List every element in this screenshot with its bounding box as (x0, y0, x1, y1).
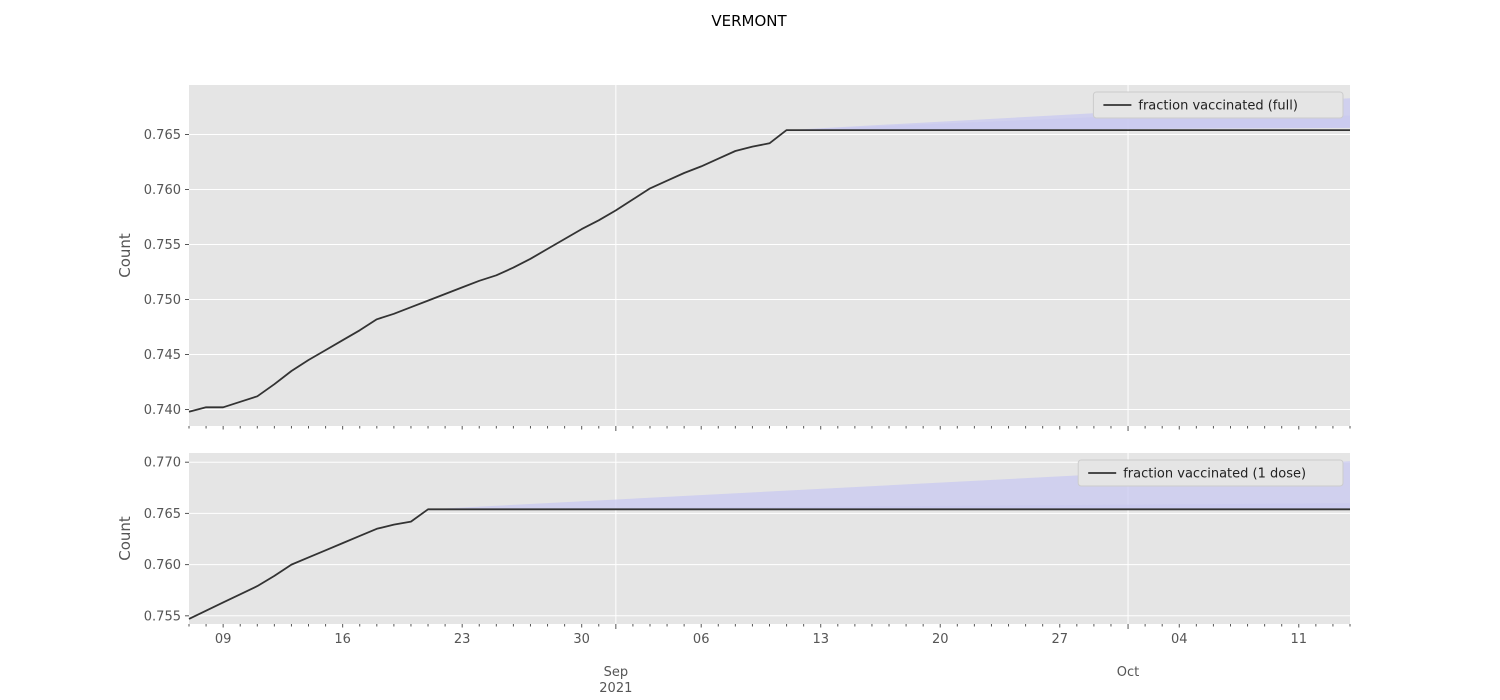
y-tick-label: 0.740 (144, 403, 181, 418)
y-tick-label: 0.770 (144, 456, 181, 471)
legend-box (1077, 459, 1344, 487)
y-tick-label: 0.760 (144, 558, 181, 573)
x-tick-label: 30 (573, 632, 590, 647)
plot-area (189, 85, 1350, 426)
x-major-label: Sep (604, 665, 629, 680)
legend-label: fraction vaccinated (full) (1138, 99, 1298, 114)
x-tick-label: 16 (334, 632, 351, 647)
legend-box (1092, 91, 1344, 119)
y-axis-label: Count (116, 516, 134, 561)
series-line (188, 129, 1350, 413)
y-tick-label: 0.745 (144, 348, 181, 363)
x-tick-label: 09 (215, 632, 232, 647)
forecast-band-inner (786, 115, 1350, 131)
y-axis-label: Count (116, 233, 134, 278)
x-tick-label: 20 (932, 632, 949, 647)
y-tick-label: 0.765 (144, 128, 181, 143)
y-tick-label: 0.755 (144, 238, 181, 253)
legend-label: fraction vaccinated (1 dose) (1123, 467, 1306, 482)
x-tick-label: 04 (1171, 632, 1188, 647)
figure-title: VERMONT (711, 12, 787, 30)
x-major-sublabel: 2021 (599, 681, 632, 696)
forecast-band-inner (428, 503, 1350, 510)
forecast-band (428, 461, 1350, 510)
x-tick-label: 11 (1291, 632, 1308, 647)
y-tick-label: 0.755 (144, 609, 181, 624)
top-panel: 0.740 0.745 0.750 0.755 0.760 0.765 Count fract… (116, 85, 1351, 431)
x-major-label: Oct (1117, 665, 1139, 680)
y-tick-label: 0.765 (144, 507, 181, 522)
bottom-panel: 0.755 0.760 0.765 0.770 Count fraction vaccin… (116, 453, 1351, 696)
y-tick-label: 0.750 (144, 293, 181, 308)
x-tick-label: 06 (693, 632, 710, 647)
x-tick-label: 23 (454, 632, 471, 647)
series-line (188, 508, 1350, 620)
y-tick-label: 0.760 (144, 183, 181, 198)
x-tick-label: 13 (812, 632, 829, 647)
x-tick-label: 27 (1051, 632, 1068, 647)
